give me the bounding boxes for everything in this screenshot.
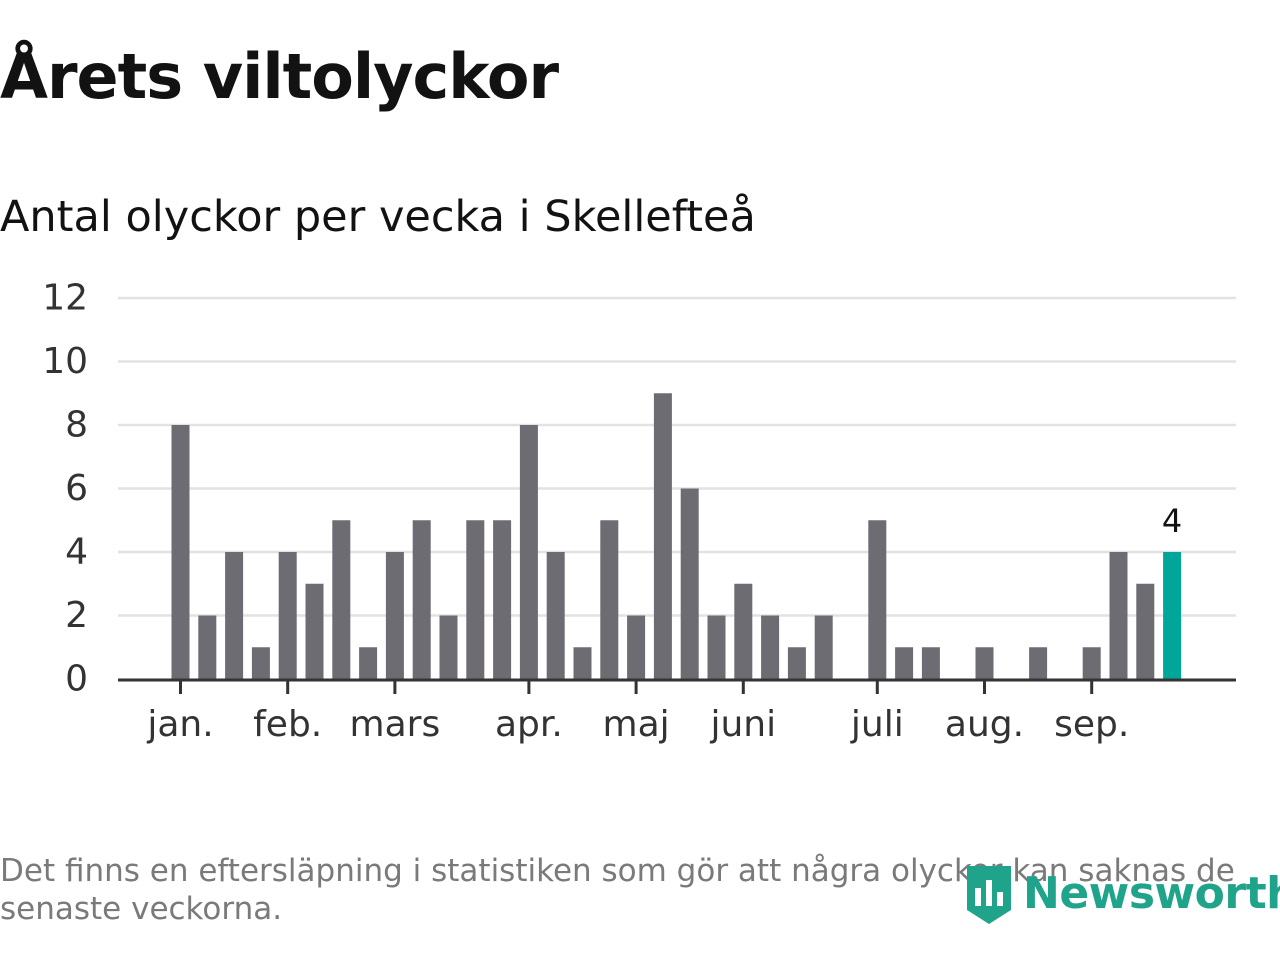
bar <box>653 393 672 679</box>
bar <box>921 647 940 679</box>
bar <box>278 552 297 679</box>
bar <box>707 615 726 679</box>
y-tick-label: 10 <box>42 341 88 382</box>
bar <box>519 425 538 679</box>
x-tick-label: apr. <box>495 704 563 745</box>
bar-highlight <box>1163 552 1182 679</box>
brand-name: Newsworthy <box>1023 867 1280 919</box>
bar <box>466 520 485 679</box>
bar <box>868 520 887 679</box>
data-label: 4 <box>1162 502 1182 540</box>
y-tick-label: 6 <box>65 468 88 509</box>
x-tick-label: jan. <box>146 704 213 745</box>
x-tick-label: sep. <box>1054 704 1129 745</box>
y-tick-label: 0 <box>65 659 88 700</box>
bar <box>439 615 458 679</box>
bar <box>1109 552 1128 679</box>
brand-logo[interactable]: Newsworthy <box>963 858 1280 928</box>
bar-chart: 0 2 4 6 8 10 12 jan. feb. mars apr. maj juni juli aug… <box>42 278 1236 745</box>
x-tick-label: mars <box>350 704 441 745</box>
y-tick-label: 2 <box>65 595 88 636</box>
bar <box>975 647 994 679</box>
page-title: Årets viltolyckor <box>0 40 559 113</box>
x-tick-label: juli <box>850 704 904 745</box>
bar <box>573 647 592 679</box>
bars <box>171 393 1182 679</box>
bar <box>251 647 270 679</box>
bar <box>1029 647 1048 679</box>
y-tick-label: 4 <box>65 532 88 573</box>
footnote: Det finns en eftersläpning i statistiken… <box>0 853 1235 927</box>
bar <box>895 647 914 679</box>
data-labels: 4 <box>1162 502 1182 540</box>
x-axis: jan. feb. mars apr. maj juni juli aug. sep. <box>118 678 1236 745</box>
bar <box>680 488 699 679</box>
bar <box>787 647 806 679</box>
bar <box>412 520 431 679</box>
bar <box>385 552 404 679</box>
bar <box>600 520 619 679</box>
x-tick-label: juni <box>709 704 776 745</box>
grid-lines <box>118 296 1236 617</box>
chart-subtitle: Antal olyckor per vecka i Skellefteå <box>0 192 756 242</box>
bar <box>1082 647 1101 679</box>
newsworthy-logo-icon <box>967 866 1011 924</box>
x-tick-label: maj <box>603 704 670 745</box>
x-tick-label: aug. <box>945 704 1024 745</box>
bar <box>493 520 512 679</box>
bar <box>734 583 753 679</box>
x-tick-label: feb. <box>253 704 322 745</box>
bar <box>225 552 244 679</box>
bar <box>761 615 780 679</box>
bar <box>627 615 646 679</box>
bar <box>814 615 833 679</box>
bar <box>198 615 217 679</box>
bar <box>305 583 324 679</box>
bar <box>171 425 190 679</box>
bar <box>332 520 351 679</box>
y-axis-ticks: 0 2 4 6 8 10 12 <box>42 278 88 700</box>
bar <box>1136 583 1155 679</box>
y-tick-label: 12 <box>42 278 88 319</box>
bar <box>546 552 565 679</box>
y-tick-label: 8 <box>65 405 88 446</box>
bar <box>359 647 378 679</box>
